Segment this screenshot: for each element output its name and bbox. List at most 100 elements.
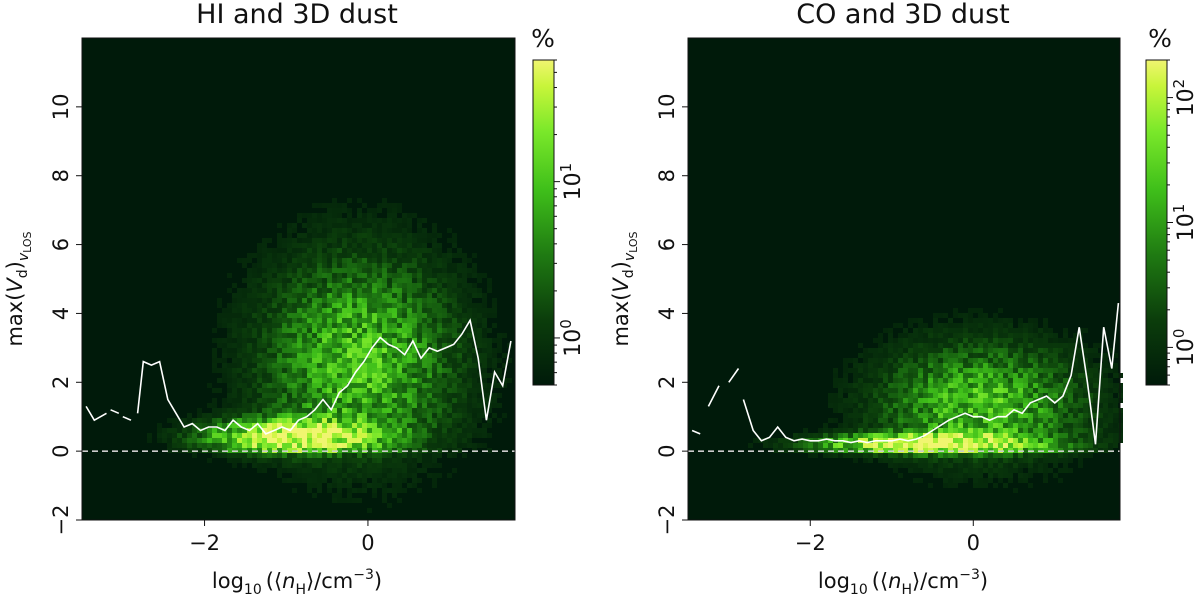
heatmap-cell — [222, 398, 227, 403]
heatmap-cell — [913, 333, 918, 338]
heatmap-cell — [858, 443, 863, 448]
heatmap-cell — [1073, 413, 1078, 418]
heatmap-cell — [1028, 413, 1033, 418]
heatmap-cell — [352, 268, 357, 273]
heatmap-cell — [1088, 453, 1093, 458]
heatmap-cell — [908, 428, 913, 433]
heatmap-cell — [337, 283, 342, 288]
heatmap-cell — [242, 453, 247, 458]
heatmap-cell — [272, 373, 277, 378]
heatmap-cell — [818, 443, 823, 448]
heatmap-cell — [467, 333, 472, 338]
heatmap-cell — [382, 303, 387, 308]
heatmap-cell — [447, 443, 452, 448]
heatmap-cell — [322, 343, 327, 348]
heatmap-cell — [412, 353, 417, 358]
heatmap-cell — [412, 303, 417, 308]
heatmap-cell — [813, 453, 818, 458]
heatmap-cell — [247, 268, 252, 273]
heatmap-cell — [312, 353, 317, 358]
heatmap-cell — [372, 323, 377, 328]
heatmap-cell — [372, 423, 377, 428]
heatmap-cell — [1018, 388, 1023, 393]
heatmap-cell — [1008, 418, 1013, 423]
heatmap-cell — [412, 393, 417, 398]
heatmap-cell — [397, 408, 402, 413]
heatmap-cell — [317, 438, 322, 443]
heatmap-cell — [923, 363, 928, 368]
heatmap-cell — [953, 423, 958, 428]
heatmap-cell — [462, 408, 467, 413]
heatmap-cell — [818, 433, 823, 438]
heatmap-cell — [1028, 318, 1033, 323]
heatmap-cell — [402, 378, 407, 383]
heatmap-cell — [1083, 398, 1088, 403]
heatmap-cell — [302, 473, 307, 478]
heatmap-cell — [252, 298, 257, 303]
heatmap-cell — [893, 463, 898, 468]
heatmap-cell — [447, 228, 452, 233]
heatmap-cell — [993, 393, 998, 398]
heatmap-cell — [242, 428, 247, 433]
heatmap-cell — [477, 303, 482, 308]
heatmap-cell — [397, 363, 402, 368]
heatmap-cell — [978, 423, 983, 428]
heatmap-cell — [367, 258, 372, 263]
heatmap-cell — [1048, 413, 1053, 418]
heatmap-cell — [362, 263, 367, 268]
heatmap-cell — [943, 458, 948, 463]
heatmap-cell — [377, 393, 382, 398]
heatmap-cell — [377, 268, 382, 273]
heatmap-cell — [452, 418, 457, 423]
heatmap-cell — [1058, 433, 1063, 438]
heatmap-cell — [347, 308, 352, 313]
heatmap-cell — [467, 408, 472, 413]
heatmap-cell — [863, 403, 868, 408]
heatmap-cell — [377, 338, 382, 343]
heatmap-cell — [913, 463, 918, 468]
heatmap-cell — [457, 423, 462, 428]
heatmap-cell — [988, 433, 993, 438]
heatmap-cell — [312, 298, 317, 303]
heatmap-cell — [1063, 353, 1068, 358]
heatmap-cell — [347, 293, 352, 298]
heatmap-cell — [312, 478, 317, 483]
heatmap-cell — [382, 423, 387, 428]
heatmap-cell — [277, 308, 282, 313]
heatmap-cell — [1043, 418, 1048, 423]
heatmap-cell — [953, 383, 958, 388]
heatmap-cell — [457, 418, 462, 423]
heatmap-cell — [402, 303, 407, 308]
heatmap-cell — [883, 403, 888, 408]
heatmap-cell — [232, 438, 237, 443]
heatmap-cell — [397, 383, 402, 388]
heatmap-cell — [978, 358, 983, 363]
heatmap-cell — [292, 333, 297, 338]
heatmap-cell — [903, 348, 908, 353]
heatmap-cell — [482, 293, 487, 298]
heatmap-cell — [302, 293, 307, 298]
heatmap-cell — [978, 373, 983, 378]
heatmap-cell — [362, 443, 367, 448]
heatmap-cell — [958, 388, 963, 393]
heatmap-cell — [307, 258, 312, 263]
heatmap-cell — [963, 328, 968, 333]
heatmap-cell — [422, 288, 427, 293]
heatmap-cell — [287, 268, 292, 273]
heatmap-cell — [833, 368, 838, 373]
heatmap-cell — [1003, 443, 1008, 448]
heatmap-cell — [312, 268, 317, 273]
heatmap-cell — [367, 278, 372, 283]
heatmap-cell — [868, 348, 873, 353]
heatmap-cell — [472, 388, 477, 393]
heatmap-cell — [918, 463, 923, 468]
heatmap-cell — [462, 348, 467, 353]
heatmap-cell — [182, 438, 187, 443]
heatmap-cell — [267, 343, 272, 348]
heatmap-cell — [948, 438, 953, 443]
heatmap-cell — [367, 418, 372, 423]
heatmap-cell — [232, 383, 237, 388]
heatmap-cell — [277, 278, 282, 283]
heatmap-cell — [1048, 328, 1053, 333]
heatmap-cell — [973, 378, 978, 383]
